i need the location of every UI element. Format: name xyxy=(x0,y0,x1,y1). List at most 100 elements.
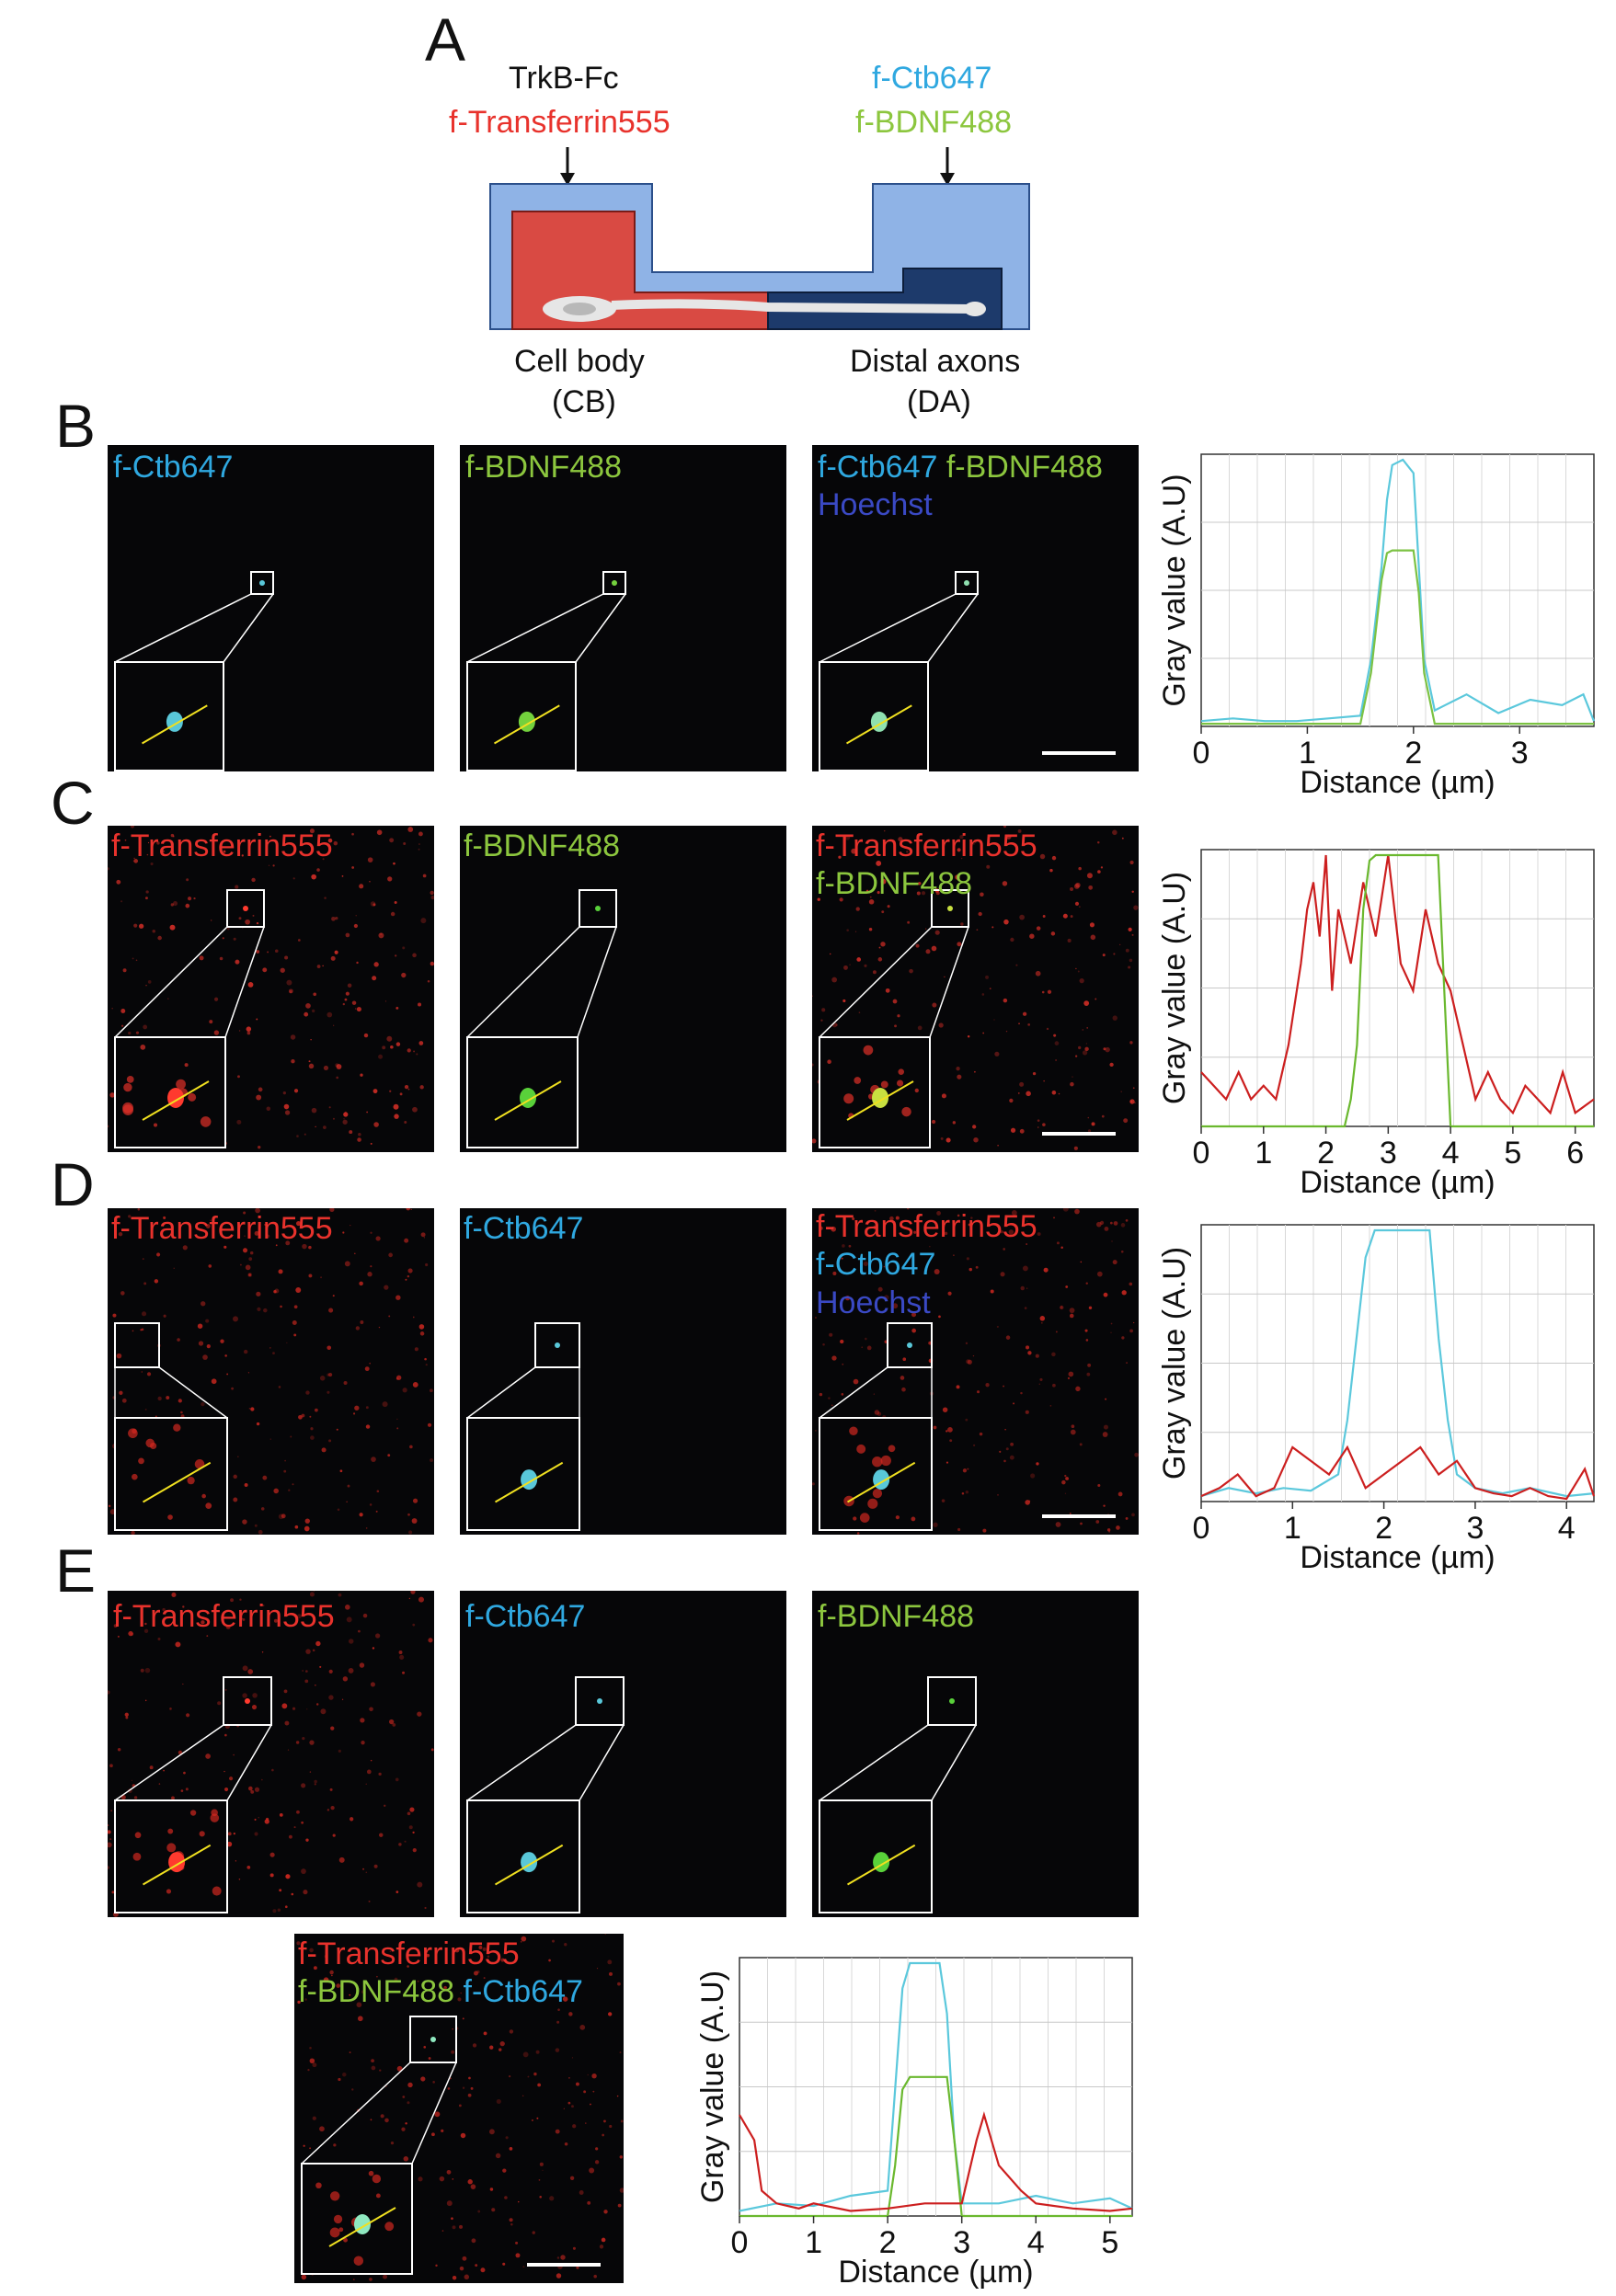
signal-speck xyxy=(423,2046,427,2049)
signal-speck xyxy=(375,2193,381,2199)
panel-overlay xyxy=(108,1591,434,1917)
zoom-guide-line xyxy=(466,926,580,1038)
signal-speck xyxy=(141,1328,144,1331)
signal-speck xyxy=(500,1958,505,1962)
signal-speck xyxy=(831,977,838,983)
signal-speck xyxy=(1027,1022,1031,1026)
signal-speck xyxy=(515,2241,519,2245)
signal-speck xyxy=(1065,1285,1069,1288)
signal-speck xyxy=(409,1445,413,1449)
signal-speck xyxy=(906,850,909,853)
signal-speck xyxy=(564,1943,567,1947)
signal-speck xyxy=(812,1063,814,1067)
signal-speck xyxy=(1064,1492,1067,1494)
line-profile-chart-d: 0 1 2 3 4 Distance (µm) Gray value (A.U) xyxy=(1140,1212,1605,1580)
signal-speck xyxy=(942,1407,948,1412)
signal-speck xyxy=(275,1244,278,1247)
signal-speck xyxy=(914,1088,919,1093)
signal-speck xyxy=(827,1059,831,1064)
signal-speck xyxy=(413,1050,416,1053)
signal-speck xyxy=(976,929,979,931)
signal-speck xyxy=(293,1333,297,1337)
signal-speck xyxy=(482,1947,487,1951)
signal-speck xyxy=(324,897,327,899)
channel-label: f-Transferrin555 xyxy=(113,1599,335,1634)
signal-speck xyxy=(1003,919,1009,925)
signal-speck xyxy=(472,2043,477,2048)
signal-speck xyxy=(931,945,937,952)
zoom-region-box xyxy=(575,1676,625,1726)
x-tick-label: 0 xyxy=(731,2225,749,2260)
signal-speck xyxy=(556,2256,560,2259)
signal-speck xyxy=(982,1032,985,1034)
signal-speck xyxy=(284,1905,288,1909)
signal-speck xyxy=(296,1810,300,1814)
signal-speck xyxy=(301,2274,307,2280)
y-axis-label: Gray value (A.U) xyxy=(1157,474,1192,706)
signal-speck xyxy=(1037,1119,1040,1122)
signal-speck xyxy=(854,1077,862,1084)
signal-speck xyxy=(297,939,301,942)
signal-speck xyxy=(248,1273,252,1277)
signal-speck xyxy=(233,1316,239,1322)
signal-speck xyxy=(144,1667,151,1673)
zoom-region-box xyxy=(579,889,617,928)
signal-speck xyxy=(338,1856,345,1863)
signal-speck xyxy=(365,1406,369,1410)
panel-overlay xyxy=(466,889,617,1148)
signal-speck xyxy=(1133,905,1139,910)
signal-speck xyxy=(144,1622,147,1626)
signal-speck xyxy=(310,1623,314,1627)
signal-speck xyxy=(1108,1531,1110,1533)
signal-speck xyxy=(587,2200,591,2205)
signal-speck xyxy=(944,1231,948,1236)
signal-speck xyxy=(269,1873,274,1878)
signal-speck xyxy=(256,950,260,954)
signal-speck xyxy=(595,2147,599,2151)
signal-speck xyxy=(201,1301,206,1307)
signal-speck xyxy=(304,1998,307,2001)
signal-speck xyxy=(201,1493,206,1499)
series-line-1 xyxy=(1201,853,1594,1128)
signal-speck xyxy=(329,1208,335,1213)
signal-speck xyxy=(888,1445,896,1453)
signal-speck xyxy=(917,1025,923,1031)
signal-speck xyxy=(395,954,397,957)
image-e-merge: f-Transferrin555 f-BDNF488 f-Ctb647 xyxy=(294,1934,624,2283)
signal-speck xyxy=(979,1432,983,1436)
zoom-guide-line xyxy=(819,593,957,663)
signal-speck xyxy=(967,1359,972,1365)
signal-speck xyxy=(425,1262,429,1267)
signal-speck xyxy=(351,2088,354,2091)
signal-speck xyxy=(1024,1307,1027,1309)
signal-speck xyxy=(1043,1079,1045,1082)
signal-speck xyxy=(1083,1000,1090,1006)
signal-speck xyxy=(1068,1371,1074,1377)
signal-speck xyxy=(264,1223,267,1226)
signal-speck xyxy=(609,2124,613,2129)
series-line-0 xyxy=(1200,1228,1595,1498)
signal-speck xyxy=(342,1002,345,1006)
signal-speck xyxy=(378,932,384,939)
signal-speck xyxy=(359,1281,363,1286)
signal-speck xyxy=(395,1377,399,1380)
signal-speck xyxy=(171,1796,175,1800)
puncta xyxy=(597,1698,602,1704)
signal-speck xyxy=(428,1638,433,1643)
signal-speck xyxy=(122,1102,133,1114)
signal-speck xyxy=(266,1106,271,1112)
signal-speck xyxy=(579,2025,586,2030)
signal-speck xyxy=(607,2012,613,2016)
signal-speck xyxy=(856,1532,860,1535)
signal-speck xyxy=(337,1508,340,1512)
signal-speck xyxy=(441,2230,444,2232)
signal-speck xyxy=(193,897,196,900)
signal-speck xyxy=(314,1779,317,1784)
signal-speck xyxy=(132,1330,134,1332)
zoom-guide-line xyxy=(579,1724,625,1801)
signal-speck xyxy=(289,1605,292,1608)
signal-speck xyxy=(407,1811,411,1816)
signal-speck xyxy=(1105,1046,1110,1053)
signal-speck xyxy=(470,2184,476,2189)
signal-speck xyxy=(915,943,920,948)
